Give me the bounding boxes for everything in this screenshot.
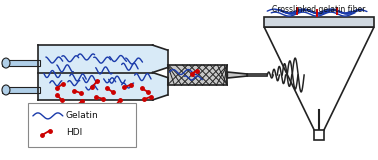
Polygon shape <box>264 27 374 132</box>
Text: HDI: HDI <box>66 128 82 137</box>
Ellipse shape <box>2 85 10 95</box>
Bar <box>38 87 42 93</box>
Bar <box>264 17 374 27</box>
Bar <box>2 60 40 66</box>
Bar <box>314 130 324 140</box>
Bar <box>2 87 40 93</box>
Bar <box>167 65 227 85</box>
Ellipse shape <box>2 58 10 68</box>
Text: Gelatin: Gelatin <box>66 111 99 120</box>
Polygon shape <box>153 45 167 72</box>
Bar <box>2 87 40 93</box>
Text: Crosslinked gelatin fiber: Crosslinked gelatin fiber <box>273 5 366 14</box>
Bar <box>38 45 153 72</box>
Bar <box>2 60 40 66</box>
Polygon shape <box>153 72 167 100</box>
Bar <box>38 72 153 100</box>
Polygon shape <box>227 72 247 78</box>
Bar <box>38 60 42 66</box>
Bar <box>28 103 136 147</box>
